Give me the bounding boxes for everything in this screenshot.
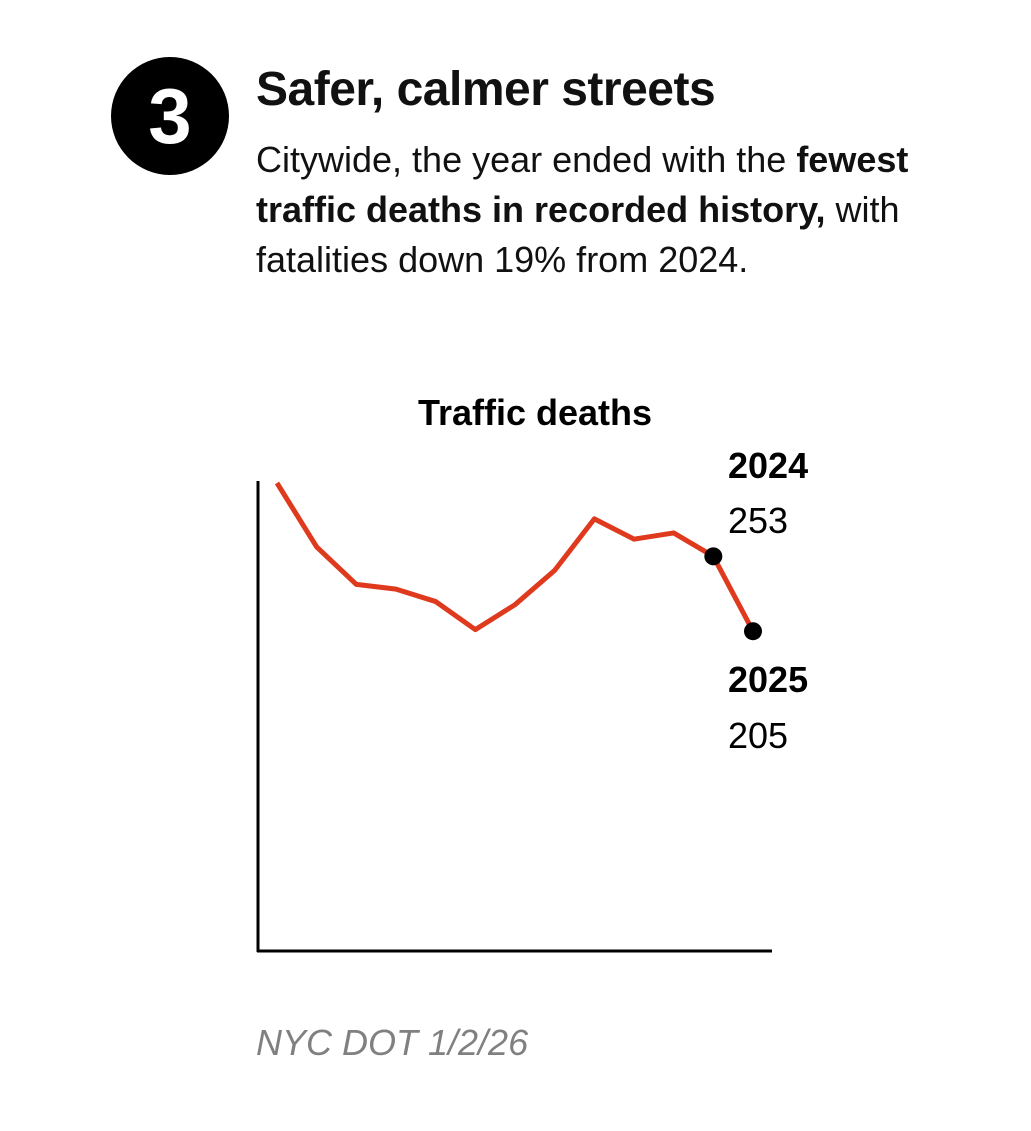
series-line: [274, 481, 756, 633]
label-2025-value: 205: [728, 715, 788, 756]
desc-text-2: with fatalities down 19% from 2024.: [256, 189, 900, 280]
desc-text: Citywide, the year ended with the: [256, 139, 797, 180]
label-2025-year: 2025: [728, 659, 808, 700]
page-title: Safer, calmer streets: [256, 63, 716, 116]
description: Citywide, the year ended with the fewest…: [256, 135, 936, 285]
point-2025: [744, 622, 762, 641]
step-number-badge: 3: [111, 57, 229, 175]
desc-bold: fewest traffic deaths in recorded histor…: [256, 139, 909, 230]
source-note: NYC DOT 1/2/26: [256, 1022, 529, 1063]
point-2024: [704, 547, 723, 566]
label-2024-year: 2024: [728, 445, 808, 486]
chart-title: Traffic deaths: [418, 392, 652, 433]
label-2024-value: 253: [728, 500, 788, 541]
